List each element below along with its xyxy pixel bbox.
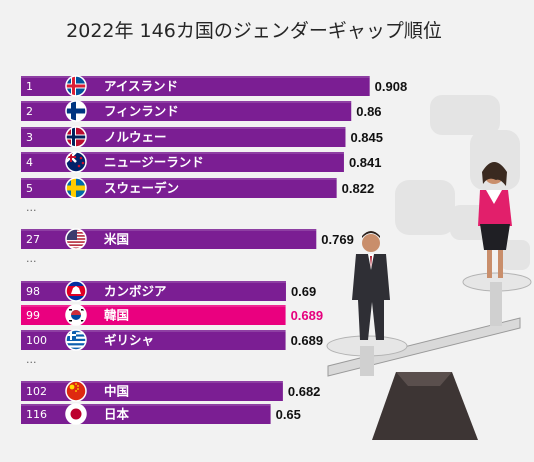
gap-marker: ... <box>26 252 37 265</box>
country-label: 日本 <box>104 407 130 422</box>
value-label: 0.845 <box>350 130 383 145</box>
rank-label: 4 <box>26 156 33 169</box>
bar-row: 116 日本 0.65 <box>21 403 301 425</box>
gap-marker: ... <box>26 353 37 366</box>
bar-116 <box>21 404 271 424</box>
value-label: 0.86 <box>356 104 381 119</box>
bar-row: 2 フィンランド 0.86 <box>21 100 382 122</box>
rank-label: 99 <box>26 309 40 322</box>
china-flag <box>65 380 87 402</box>
rank-label: 27 <box>26 233 40 246</box>
rank-label: 5 <box>26 182 33 195</box>
bar-row: 98 カンボジア 0.69 <box>21 280 316 302</box>
country-label: 米国 <box>103 232 129 247</box>
country-label: ノルウェー <box>104 130 167 145</box>
country-label: フィンランド <box>104 104 179 119</box>
bar-row: 99 韓国 0.689 <box>21 304 324 326</box>
country-label: ギリシャ <box>104 333 154 348</box>
country-label: カンボジア <box>104 284 167 299</box>
value-label: 0.822 <box>342 181 375 196</box>
usa-flag <box>65 228 87 250</box>
value-label: 0.689 <box>291 308 324 323</box>
rank-label: 116 <box>26 408 47 421</box>
bar-3 <box>21 127 346 147</box>
scale-base-icon <box>372 372 478 440</box>
balance-scale-illustration <box>326 162 532 440</box>
new-zealand-flag <box>65 151 87 173</box>
bar-row: 4 ニュージーランド 0.841 <box>21 151 382 173</box>
value-label: 0.65 <box>276 407 301 422</box>
greece-flag <box>65 329 87 351</box>
bar-2 <box>21 101 352 121</box>
sweden-flag <box>65 177 87 199</box>
chart-title: 2022年 146カ国のジェンダーギャップ順位 <box>66 20 442 42</box>
bar-27 <box>21 229 317 249</box>
bar-row: 1 アイスランド 0.908 <box>21 75 408 97</box>
bar-1 <box>21 76 370 96</box>
country-label: ニュージーランド <box>104 155 204 170</box>
rank-label: 1 <box>26 80 33 93</box>
value-label: 0.689 <box>291 333 324 348</box>
bar-row: 100 ギリシャ 0.689 <box>21 329 324 351</box>
japan-flag <box>65 403 87 425</box>
bar-4 <box>21 152 344 172</box>
south-korea-flag <box>65 304 87 326</box>
bar-102 <box>21 381 283 401</box>
bar-99 <box>21 305 286 325</box>
gap-marker: ... <box>26 201 37 214</box>
norway-flag <box>65 126 87 148</box>
rank-label: 3 <box>26 131 33 144</box>
bar-row: 102 中国 0.682 <box>21 380 321 402</box>
businesswoman-icon <box>478 162 512 278</box>
cambodia-flag <box>65 280 87 302</box>
bars-group: 1 アイスランド 0.908 2 フィンランド 0.86 3 ノルウェー 0.845 4 ニュージー… <box>21 75 408 425</box>
rank-label: 98 <box>26 285 40 298</box>
bar-row: 5 スウェーデン 0.822 <box>21 177 375 199</box>
country-label: 韓国 <box>104 308 129 323</box>
value-label: 0.69 <box>291 284 316 299</box>
rank-label: 100 <box>26 334 47 347</box>
rank-label: 102 <box>26 385 47 398</box>
businessman-icon <box>352 231 390 340</box>
country-label: 中国 <box>104 384 129 399</box>
bar-5 <box>21 178 337 198</box>
value-label: 0.769 <box>321 232 354 247</box>
value-label: 0.841 <box>349 155 382 170</box>
world-map-background <box>395 95 530 270</box>
bar-row: 3 ノルウェー 0.845 <box>21 126 383 148</box>
value-label: 0.682 <box>288 384 321 399</box>
bar-100 <box>21 330 286 350</box>
bar-98 <box>21 281 286 301</box>
iceland-flag <box>65 75 87 97</box>
rank-label: 2 <box>26 105 33 118</box>
country-label: スウェーデン <box>104 181 179 196</box>
country-label: アイスランド <box>104 79 178 94</box>
bar-row: 27 米国 0.769 <box>21 228 354 250</box>
finland-flag <box>65 100 87 122</box>
scale-beam-icon <box>327 317 521 377</box>
value-label: 0.908 <box>375 79 408 94</box>
